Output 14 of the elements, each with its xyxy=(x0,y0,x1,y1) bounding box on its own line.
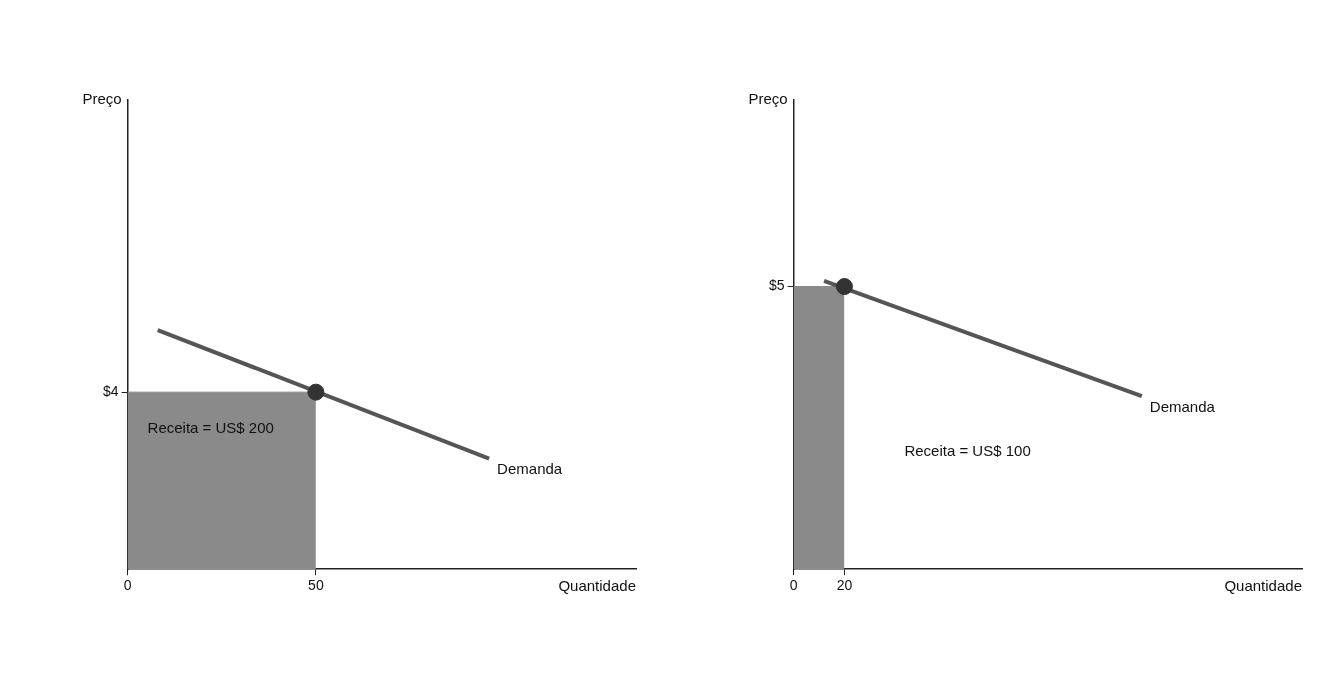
x-tick-label: 20 xyxy=(836,577,853,594)
y-axis-title: Preço xyxy=(82,89,122,107)
x-axis-title: Quantidade xyxy=(558,576,636,594)
x-axis-title: Quantidade xyxy=(1224,576,1302,594)
y-tick-label: $4 xyxy=(102,383,119,399)
annotation: Receita = US$ 200 xyxy=(147,418,274,436)
x-tick-label: 50 xyxy=(308,577,324,594)
y-axis-title: Preço xyxy=(748,89,788,107)
annotation: Receita = US$ 100 xyxy=(904,442,1031,460)
series-label: Demanda xyxy=(497,460,563,478)
x-tick-label: 0 xyxy=(789,577,798,594)
x-tick-label: 0 xyxy=(123,577,132,594)
y-tick-label: $5 xyxy=(768,277,785,294)
series-label: Demanda xyxy=(1149,397,1216,415)
